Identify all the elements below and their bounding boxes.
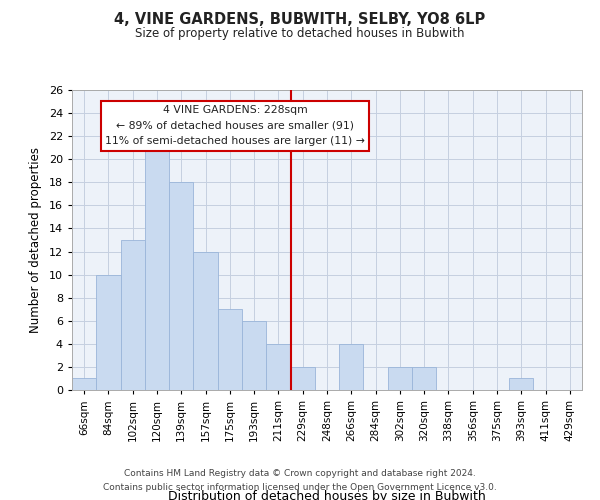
Bar [388, 367, 412, 390]
Bar [290, 367, 315, 390]
Bar [242, 321, 266, 390]
Bar [145, 148, 169, 390]
Bar [412, 367, 436, 390]
Text: Size of property relative to detached houses in Bubwith: Size of property relative to detached ho… [135, 28, 465, 40]
Bar [193, 252, 218, 390]
Text: 4, VINE GARDENS, BUBWITH, SELBY, YO8 6LP: 4, VINE GARDENS, BUBWITH, SELBY, YO8 6LP [115, 12, 485, 28]
Bar [218, 309, 242, 390]
Text: Contains public sector information licensed under the Open Government Licence v3: Contains public sector information licen… [103, 484, 497, 492]
Text: 4 VINE GARDENS: 228sqm
← 89% of detached houses are smaller (91)
11% of semi-det: 4 VINE GARDENS: 228sqm ← 89% of detached… [105, 105, 365, 146]
Bar [266, 344, 290, 390]
Bar [96, 274, 121, 390]
Y-axis label: Number of detached properties: Number of detached properties [29, 147, 42, 333]
Bar [72, 378, 96, 390]
Bar [169, 182, 193, 390]
X-axis label: Distribution of detached houses by size in Bubwith: Distribution of detached houses by size … [168, 490, 486, 500]
Bar [509, 378, 533, 390]
Bar [339, 344, 364, 390]
Bar [121, 240, 145, 390]
Text: Contains HM Land Registry data © Crown copyright and database right 2024.: Contains HM Land Registry data © Crown c… [124, 468, 476, 477]
